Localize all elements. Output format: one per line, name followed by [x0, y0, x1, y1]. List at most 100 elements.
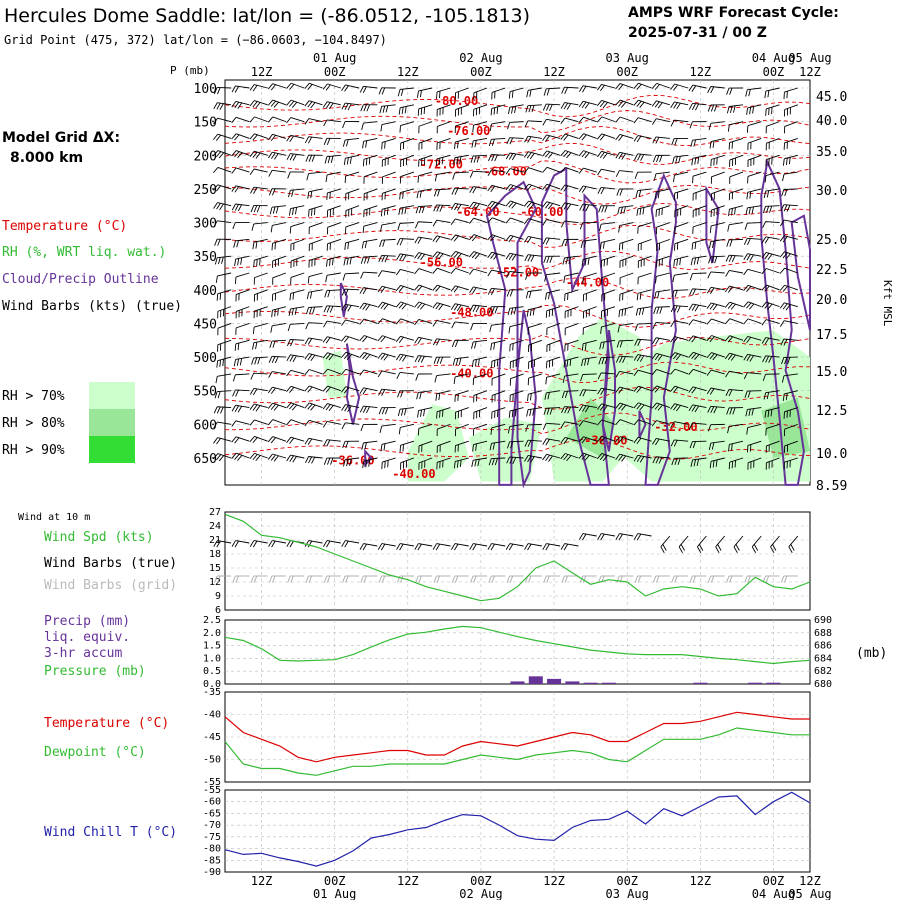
wind-barb [636, 354, 642, 362]
wind-barb [307, 438, 313, 446]
wind-barb [763, 392, 767, 400]
wind-barb [268, 188, 273, 196]
wind-barb [469, 186, 474, 193]
wind-barb [564, 289, 579, 295]
y-tick-label: 18 [209, 549, 221, 560]
wind-barb [345, 272, 360, 275]
wind-barb [673, 305, 678, 313]
precip-bar [693, 682, 708, 684]
wind-barb [473, 121, 488, 126]
pressure-tick-label: 688 [814, 628, 832, 639]
wind-barb [419, 391, 422, 399]
wind-barb [364, 335, 378, 341]
y-tick-label: -75 [203, 832, 221, 843]
wind-barb [637, 323, 652, 325]
wind-barb [637, 339, 642, 347]
wind-barb [418, 154, 433, 161]
wind-barb [213, 133, 219, 140]
wind-barb [341, 84, 346, 91]
wind-barb [582, 356, 597, 360]
grid-wind-barb [290, 575, 294, 583]
wind-barb [309, 238, 323, 245]
wind-barb [399, 354, 404, 361]
true-wind-barb [454, 543, 469, 547]
wind-barb [255, 342, 258, 350]
wind-barb [765, 171, 780, 176]
true-wind-barb [560, 543, 566, 550]
wind-barb [638, 255, 652, 262]
true-wind-barb [289, 540, 294, 548]
wind-barb [542, 183, 548, 190]
wind-barb [513, 307, 517, 315]
wind-barb [751, 408, 754, 416]
wind-barb [439, 205, 444, 212]
wind-barb [581, 134, 587, 141]
wind-barb [615, 386, 621, 393]
true-wind-barb [469, 543, 474, 550]
wind-barb [601, 255, 616, 261]
wind-barb [307, 338, 313, 345]
wind-barb [691, 85, 697, 92]
wind-barb [743, 301, 749, 308]
wind-barb [673, 102, 678, 109]
wind-barb [689, 273, 693, 281]
wind-barb [580, 359, 584, 367]
wind-barb [688, 335, 694, 342]
wind-barb [414, 236, 419, 244]
wind-barb [472, 125, 474, 133]
wind-barb [638, 222, 652, 228]
wind-barb [674, 272, 689, 276]
wind-barb [290, 272, 305, 278]
wind-barb [290, 289, 305, 294]
wind-barb [655, 438, 660, 446]
wind-barb [491, 440, 506, 444]
wind-barb [468, 234, 475, 241]
wind-barb [744, 222, 748, 230]
wind-barb [468, 217, 475, 224]
wind-barb [341, 288, 346, 296]
wind-barb [436, 154, 451, 160]
wind-barb [220, 406, 224, 414]
wind-barb [249, 168, 255, 176]
wind-barb [638, 99, 652, 106]
wind-barb [601, 387, 616, 392]
wind-barb [561, 87, 565, 94]
wind-barb [747, 121, 762, 127]
wind-barb [711, 222, 725, 227]
temperature-panel: -35-40-45-50-55 [203, 687, 811, 788]
wind-barb [602, 405, 608, 412]
grid-wind-barb [342, 575, 346, 583]
wind-barb [549, 256, 553, 263]
wind-barb [362, 141, 365, 149]
wind-barb [599, 404, 605, 411]
wind-barb [602, 455, 608, 462]
wind-barb [491, 251, 506, 257]
wind-barb [547, 152, 554, 159]
wind-barb [731, 255, 736, 263]
true-wind-barb [304, 540, 310, 547]
wind-barb [706, 335, 712, 342]
wind-barb [582, 389, 597, 392]
grid-wind-barb [253, 575, 258, 583]
wind-barb [655, 171, 670, 175]
wind-barb [710, 238, 725, 242]
true-wind-barb [545, 543, 550, 551]
wind-barb [729, 423, 744, 427]
true-wind-barb [252, 540, 258, 548]
wind-barb [732, 407, 736, 415]
wind-barb [217, 289, 232, 295]
wind-barb [747, 372, 762, 375]
wind-barb [272, 222, 287, 226]
wind-barb [453, 461, 456, 469]
wind-barb [729, 239, 733, 247]
height-tick-label: 20.0 [816, 293, 847, 308]
legend-rh80-swatch [89, 409, 135, 436]
wind-barb [381, 389, 386, 396]
wind-barb [785, 304, 791, 311]
wind-barb [274, 242, 276, 250]
wind-barb [453, 304, 459, 311]
wind-barb [400, 104, 414, 109]
wind-barb [345, 422, 360, 425]
wind-barb [473, 217, 488, 223]
wind-barb [360, 272, 364, 279]
